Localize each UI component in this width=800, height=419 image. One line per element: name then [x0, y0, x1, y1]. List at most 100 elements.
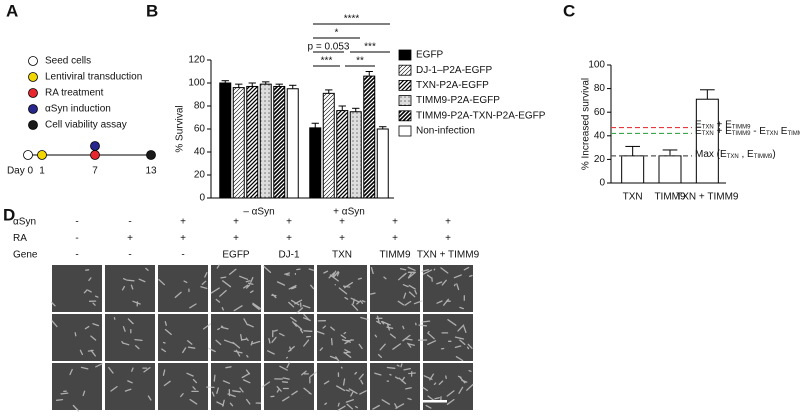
legend-text: Lentiviral transduction	[45, 72, 142, 83]
micrograph	[158, 363, 208, 410]
condition-label: EGFP	[222, 250, 250, 261]
legend-swatch	[398, 110, 412, 122]
bar	[376, 128, 389, 199]
cell-texture	[208, 318, 261, 358]
timeline-dot	[90, 141, 100, 151]
reference-label-part: TXN	[702, 124, 714, 130]
legend-dot	[28, 88, 38, 98]
legend-text: TIMM9-P2A-TXN-P2A-EGFP	[416, 110, 546, 121]
legend-swatch	[398, 95, 412, 106]
y-tick-label: 60	[594, 107, 606, 118]
cell-texture	[261, 361, 317, 402]
panel-label: A	[6, 1, 18, 20]
row-label: Gene	[13, 250, 38, 261]
reference-label-part: + E	[714, 119, 732, 130]
row-label: RA	[13, 233, 27, 244]
scale-bar	[423, 400, 447, 403]
micrograph	[317, 363, 367, 410]
y-tick-label: 60	[194, 124, 206, 135]
reference-label-part: E	[695, 119, 702, 130]
condition-label: -	[128, 250, 131, 261]
cell-texture	[210, 264, 262, 312]
panel-label: C	[563, 1, 575, 20]
significance-label: ***	[321, 56, 333, 67]
panel-label: D	[3, 205, 15, 224]
micrograph	[264, 314, 314, 361]
legend-dot	[28, 104, 38, 114]
condition-label: -	[75, 233, 78, 244]
timeline-dot	[146, 150, 156, 160]
micrograph	[423, 265, 473, 312]
legend-text: Seed cells	[45, 56, 91, 67]
condition-label: -	[181, 250, 184, 261]
condition-label: -	[75, 217, 78, 228]
condition-label: +	[233, 233, 239, 244]
condition-label: +	[339, 217, 345, 228]
y-axis-label: % Survival	[175, 105, 186, 152]
day-label: 7	[92, 166, 98, 177]
cell-texture	[417, 319, 473, 362]
legend-text: RA treatment	[45, 88, 104, 99]
cell-texture	[323, 366, 367, 411]
condition-label: +	[339, 233, 345, 244]
significance-label: *	[335, 28, 339, 39]
cell-texture	[108, 366, 152, 401]
significance-label: **	[356, 56, 364, 67]
y-axis-label: % Increased survival	[581, 78, 592, 170]
reference-label-part: )	[772, 149, 775, 160]
day-label: 13	[145, 166, 157, 177]
y-tick-label: 100	[188, 78, 205, 89]
y-tick-label: 40	[594, 130, 606, 141]
legend-text: EGFP	[416, 50, 444, 61]
bar	[322, 92, 335, 199]
cell-texture	[263, 265, 315, 314]
cell-texture	[161, 321, 213, 354]
condition-label: +	[445, 217, 451, 228]
condition-label: +	[180, 233, 186, 244]
micrograph	[158, 265, 208, 312]
y-tick-label: 40	[194, 147, 206, 158]
bar	[259, 83, 272, 199]
bar	[246, 85, 259, 199]
cell-texture	[422, 369, 474, 409]
cell-texture	[266, 313, 313, 359]
micrograph	[423, 314, 473, 361]
bar	[695, 98, 719, 184]
x-tick-label: TXN	[623, 192, 643, 203]
condition-label: +	[127, 233, 133, 244]
y-tick-label: 120	[188, 55, 205, 66]
reference-label-part: TIMM9	[787, 131, 800, 137]
cell-texture	[51, 320, 100, 357]
micrograph	[105, 363, 155, 410]
legend-text: αSyn induction	[45, 104, 111, 115]
cell-texture	[421, 266, 473, 310]
timeline-dot	[90, 150, 100, 160]
legend-swatch	[398, 49, 412, 61]
cell-texture	[158, 272, 208, 309]
legend-text: Cell viability assay	[45, 120, 127, 131]
cell-texture	[369, 266, 423, 306]
day-label: 1	[39, 166, 45, 177]
significance-label: ****	[344, 14, 360, 25]
reference-label-part: TXN	[702, 131, 714, 137]
micrograph	[52, 363, 102, 410]
row-label: αSyn	[13, 217, 36, 228]
condition-label: +	[445, 233, 451, 244]
reference-label-part: E	[695, 126, 702, 137]
legend-swatch	[398, 64, 412, 76]
micrograph	[211, 314, 261, 361]
reference-label: ETXN + ETIMM9 - ETXN ETIMM9	[695, 126, 800, 137]
significance-label: p = 0.053	[308, 42, 350, 53]
micrograph	[158, 314, 208, 361]
day-label: Day 0	[7, 166, 34, 177]
legend-text: TXN-P2A-EGFP	[416, 80, 489, 91]
legend-text: Non-infection	[416, 126, 475, 137]
y-tick-label: 80	[594, 83, 606, 94]
reference-label-part: - E	[750, 126, 766, 137]
bar	[219, 82, 232, 199]
cell-texture	[121, 267, 149, 307]
significance-label: ***	[364, 42, 376, 53]
condition-label: +	[233, 217, 239, 228]
condition-label: +	[392, 217, 398, 228]
panel-label: B	[146, 1, 158, 20]
